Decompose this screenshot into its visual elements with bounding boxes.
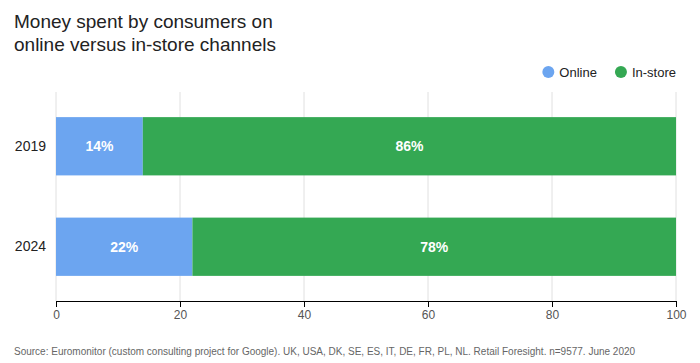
- x-tick-label: 100: [666, 308, 686, 322]
- data-label: 14%: [85, 138, 114, 154]
- x-tick-label: 40: [298, 308, 312, 322]
- x-tick-label: 60: [422, 308, 436, 322]
- x-tick: 20: [174, 301, 188, 322]
- x-tick: 40: [298, 301, 312, 322]
- data-label: 78%: [420, 239, 449, 255]
- bar: [56, 218, 192, 276]
- legend-item: Online: [542, 65, 597, 80]
- legend-swatch: [615, 66, 627, 78]
- bar: [56, 117, 143, 175]
- y-axis: 2019 2024: [15, 138, 46, 254]
- x-axis: 0 20 40 60 80 100: [53, 301, 687, 322]
- x-tick-label: 0: [53, 308, 60, 322]
- annotation-line: Source: Euromonitor (custom consulting p…: [14, 346, 636, 357]
- x-tick-mark: [676, 301, 677, 307]
- title-line: online versus in-store channels: [14, 34, 276, 55]
- y-tick-label: 2024: [15, 238, 46, 254]
- y-tick-label: 2019: [15, 138, 46, 154]
- x-tick-mark: [552, 301, 553, 307]
- y-tick: 2024: [15, 238, 46, 254]
- grid: [56, 92, 676, 301]
- x-tick: 60: [422, 301, 436, 322]
- x-tick-label: 20: [174, 308, 188, 322]
- legend-item: In-store: [615, 65, 676, 80]
- y-tick: 2019: [15, 138, 46, 154]
- x-axis-line: [57, 302, 677, 308]
- series: [143, 117, 676, 276]
- x-tick-label: 80: [546, 308, 560, 322]
- legend-label: In-store: [632, 65, 676, 80]
- chart: Money spent by consumers ononline versus…: [0, 0, 700, 363]
- x-tick-mark: [304, 301, 305, 307]
- bar: [192, 218, 676, 276]
- x-tick: 80: [546, 301, 560, 322]
- x-tick: 0: [53, 301, 60, 322]
- bar: [143, 117, 676, 175]
- legend-swatch: [542, 66, 554, 78]
- data-label: 22%: [110, 239, 139, 255]
- data-labels: 14% 22% 86% 78%: [85, 138, 448, 254]
- x-tick: 100: [666, 301, 686, 322]
- title-line: Money spent by consumers on: [14, 11, 273, 32]
- plot: 14% 22% 86% 78% 0 20 40 60 80 100 2019 2024: [15, 92, 687, 322]
- title: Money spent by consumers ononline versus…: [14, 11, 276, 55]
- legend-label: Online: [559, 65, 597, 80]
- x-tick-mark: [428, 301, 429, 307]
- x-tick-mark: [56, 301, 57, 307]
- data-label: 86%: [395, 138, 424, 154]
- legend: Online In-store: [542, 65, 676, 80]
- x-tick-mark: [180, 301, 181, 307]
- bars: [56, 117, 676, 276]
- annotation: Source: Euromonitor (custom consulting p…: [14, 346, 636, 357]
